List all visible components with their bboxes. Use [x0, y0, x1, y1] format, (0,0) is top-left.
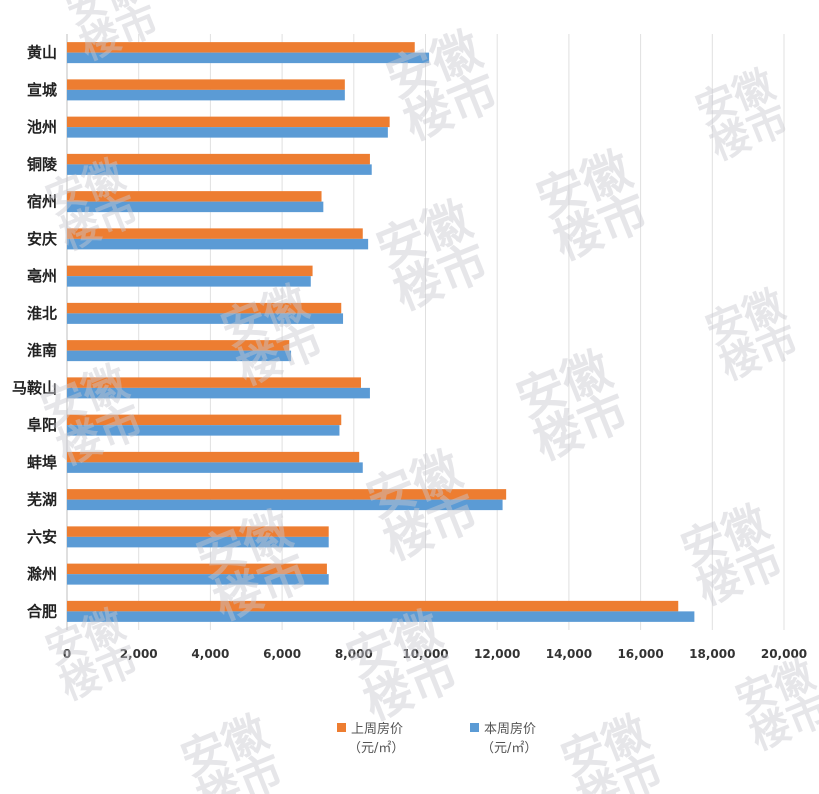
bar-last-week [67, 414, 342, 426]
category-label: 六安 [27, 528, 57, 546]
x-tick-labels: 0 2,000 4,000 6,000 8,000 10,000 12,000 14,000 1… [63, 647, 807, 661]
category-label: 宣城 [27, 81, 57, 99]
legend-unit-this-week: （元/㎡） [481, 741, 537, 756]
legend-label-this-week: 本周房价 [484, 721, 536, 737]
bar-last-week [67, 526, 329, 537]
bar-last-week [67, 79, 345, 90]
x-tick-label: 8,000 [335, 647, 373, 661]
category-label: 安庆 [27, 230, 57, 248]
bar-last-week [67, 340, 290, 351]
x-tick-label: 4,000 [191, 647, 229, 661]
bar-last-week [67, 116, 390, 128]
category-label: 阜阳 [27, 416, 57, 434]
x-tick-label: 14,000 [546, 647, 592, 661]
bar-this-week [67, 425, 340, 436]
legend-swatch-last-week [337, 723, 346, 732]
bar-this-week [67, 313, 344, 324]
x-tick-label: 2,000 [120, 647, 158, 661]
category-label: 蚌埠 [27, 453, 57, 471]
category-label: 淮北 [27, 304, 57, 322]
bar-last-week [67, 191, 322, 202]
bar-last-week [67, 42, 415, 53]
bar-this-week [67, 52, 430, 64]
x-tick-label: 18,000 [689, 647, 735, 661]
bar-this-week [67, 574, 329, 585]
bar-last-week [67, 153, 370, 165]
bar-this-week [67, 164, 372, 175]
category-label: 宿州 [27, 193, 57, 211]
bar-last-week [67, 451, 360, 463]
category-label: 淮南 [27, 342, 57, 360]
legend-unit-last-week: （元/㎡） [348, 741, 404, 756]
bar-last-week [67, 377, 361, 388]
bars [67, 42, 695, 622]
legend-label-last-week: 上周房价 [351, 721, 403, 737]
bar-this-week [67, 462, 363, 473]
bar-this-week [67, 387, 370, 399]
bar-this-week [67, 536, 329, 548]
category-label: 马鞍山 [12, 379, 57, 397]
legend: 上周房价 （元/㎡） 本周房价 （元/㎡） [337, 721, 537, 756]
category-label: 池州 [27, 118, 57, 136]
x-tick-label: 12,000 [474, 647, 520, 661]
bar-this-week [67, 201, 324, 213]
bar-last-week [67, 302, 342, 314]
x-tick-label: 6,000 [263, 647, 301, 661]
category-label: 合肥 [26, 602, 57, 620]
bar-this-week [67, 238, 369, 250]
category-label: 芜湖 [27, 491, 57, 509]
x-tick-label: 10,000 [402, 647, 448, 661]
bar-this-week [67, 127, 388, 138]
bar-this-week [67, 276, 311, 287]
bar-this-week [67, 89, 345, 101]
bar-last-week [67, 600, 679, 612]
x-tick-label: 0 [63, 647, 71, 661]
category-label: 铜陵 [27, 155, 58, 173]
bar-last-week [67, 265, 313, 277]
x-tick-label: 20,000 [761, 647, 807, 661]
bar-this-week [67, 499, 503, 511]
bar-last-week [67, 228, 363, 239]
legend-swatch-this-week [470, 723, 479, 732]
bar-last-week [67, 489, 507, 500]
bar-this-week [67, 350, 292, 362]
bar-this-week [67, 611, 695, 622]
category-label: 亳州 [27, 267, 57, 285]
category-label: 滁州 [27, 565, 57, 583]
category-label: 黄山 [27, 44, 57, 62]
bar-last-week [67, 563, 327, 575]
x-tick-label: 16,000 [617, 647, 663, 661]
